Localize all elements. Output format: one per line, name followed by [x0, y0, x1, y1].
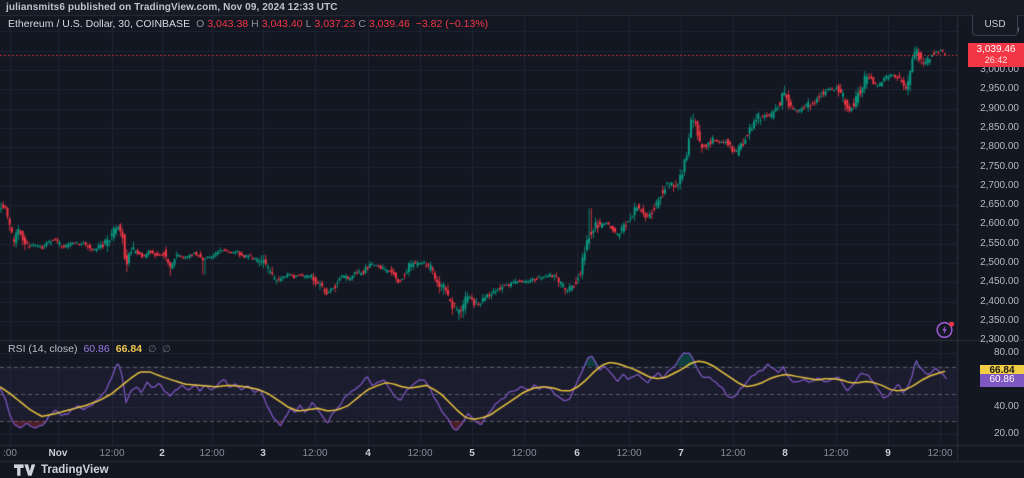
bar-countdown: 26:42: [984, 54, 1008, 65]
price-tick-label: 2,900.00: [980, 102, 1019, 114]
high-value: 3,043.40: [261, 18, 303, 30]
time-tick-label: 9: [885, 448, 891, 459]
ohlc-values: O 3,043.38 H 3,043.40 L 3,037.23 C 3,039.46: [196, 18, 410, 30]
price-tick-label: 2,850.00: [980, 121, 1019, 133]
time-tick-label: 12:00: [927, 448, 953, 459]
time-tick-label: 8: [782, 448, 788, 459]
time-tick-label: 5: [469, 448, 475, 459]
time-tick-label: 12:00: [407, 448, 433, 459]
currency-toggle-button[interactable]: USD: [972, 13, 1018, 36]
time-tick-label: :00: [3, 448, 17, 459]
close-label: C: [358, 18, 366, 30]
time-tick-label: 4: [365, 448, 371, 459]
price-tick-label: 2,950.00: [980, 83, 1019, 95]
rsi-value-badge: 60.86: [980, 373, 1024, 387]
price-tick-label: 2,650.00: [980, 199, 1019, 211]
price-tick-label: 2,350.00: [980, 314, 1019, 326]
rsi-ma-value: 66.84: [115, 343, 143, 355]
price-axis[interactable]: USD 3,039.46 26:42 66.84 60.86 3,100.003…: [957, 0, 1024, 462]
price-pane[interactable]: [0, 16, 957, 340]
open-value: 3,043.38: [207, 18, 249, 30]
rsi-empty-1: ∅: [148, 343, 157, 355]
price-tick-label: 2,800.00: [980, 141, 1019, 153]
price-tick-label: 2,600.00: [980, 218, 1019, 230]
rsi-pane[interactable]: [0, 340, 957, 445]
rsi-legend[interactable]: RSI (14, close) 60.86 66.84 ∅ ∅: [8, 343, 171, 355]
time-tick-label: 12:00: [302, 448, 328, 459]
time-tick-label: 3: [260, 448, 266, 459]
price-tick-label: 2,500.00: [980, 257, 1019, 268]
time-tick-label: 12:00: [99, 448, 125, 459]
last-price-badge: 3,039.46 26:42: [968, 42, 1024, 67]
time-tick-label: 12:00: [720, 448, 746, 459]
boost-icon[interactable]: [935, 320, 957, 340]
last-price-value: 3,039.46: [976, 43, 1016, 55]
price-tick-label: 2,550.00: [980, 237, 1019, 249]
time-tick-label: 7: [678, 448, 684, 459]
rsi-tick-label: 20.00: [993, 428, 1019, 439]
time-tick-label: 12:00: [616, 448, 642, 459]
symbol-title[interactable]: Ethereum / U.S. Dollar, 30, COINBASE: [8, 18, 191, 30]
low-value: 3,037.23: [314, 18, 356, 30]
price-tick-label: 2,450.00: [980, 276, 1019, 288]
published-header: juliansmits6 published on TradingView.co…: [0, 0, 1024, 15]
change-value: −3.82 (−0.13%): [415, 18, 489, 30]
currency-label: USD: [984, 19, 1006, 30]
rsi-empty-2: ∅: [162, 343, 171, 355]
footer-bar: TradingView: [0, 462, 1024, 478]
price-tick-label: 2,700.00: [980, 179, 1019, 191]
symbol-legend[interactable]: Ethereum / U.S. Dollar, 30, COINBASE O 3,…: [8, 18, 488, 30]
high-label: H: [251, 18, 259, 30]
rsi-title[interactable]: RSI (14, close): [8, 343, 78, 355]
open-label: O: [196, 18, 205, 30]
time-tick-label: 6: [574, 448, 580, 459]
time-tick-label: 12:00: [199, 448, 225, 459]
rsi-tick-label: 80.00: [993, 347, 1019, 358]
published-line: juliansmits6 published on TradingView.co…: [6, 2, 338, 13]
rsi-tick-label: 40.00: [993, 401, 1019, 412]
close-value: 3,039.46: [368, 18, 410, 30]
time-tick-label: 12:00: [823, 448, 849, 459]
footer-brand[interactable]: TradingView: [41, 464, 109, 476]
price-tick-label: 2,300.00: [980, 334, 1019, 346]
price-tick-label: 2,400.00: [980, 295, 1019, 307]
tradingview-logo-icon[interactable]: [14, 463, 35, 477]
time-axis[interactable]: :00 Nov 12:00 2 12:00 3 12:00 4 12:00 5 12:00 6 12:0…: [0, 445, 1024, 462]
time-tick-label: 2: [159, 448, 165, 459]
rsi-value: 60.86: [83, 343, 110, 355]
time-tick-label: 12:00: [511, 448, 537, 459]
price-tick-label: 2,750.00: [980, 160, 1019, 172]
time-tick-label: Nov: [48, 448, 68, 459]
low-label: L: [305, 18, 312, 30]
price-tick-label: 3,000.00: [980, 64, 1019, 75]
